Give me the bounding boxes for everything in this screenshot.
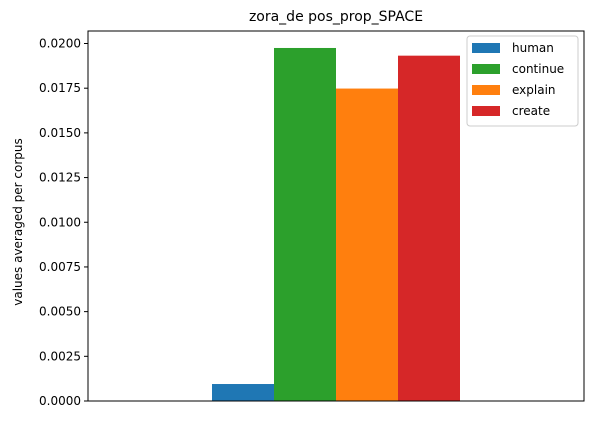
y-axis-ticks: 0.0000 0.0025 0.0050 0.0075 0.0100 0.0125 0.01…	[39, 37, 88, 408]
legend-swatch-continue	[472, 64, 500, 74]
plot-frame	[87, 30, 585, 402]
legend-label-continue: continue	[512, 62, 564, 76]
legend-swatch-explain	[472, 85, 500, 95]
y-tick-label: 0.0075	[39, 260, 81, 274]
y-tick-label: 0.0125	[39, 171, 81, 185]
y-tick-label: 0.0050	[39, 305, 81, 319]
bar-continue	[274, 47, 336, 401]
y-axis-label: values averaged per corpus	[11, 138, 25, 306]
legend-swatch-human	[472, 43, 500, 53]
legend-box	[466, 35, 579, 127]
y-tick-label: 0.0000	[39, 394, 81, 408]
legend-label-explain: explain	[512, 83, 556, 97]
y-tick-label: 0.0150	[39, 126, 81, 140]
legend-swatch-create	[472, 106, 500, 116]
legend-label-create: create	[512, 104, 550, 118]
y-tick-label: 0.0175	[39, 81, 81, 95]
bars	[212, 47, 460, 402]
bar-explain	[336, 88, 398, 402]
y-tick-label: 0.0025	[39, 349, 81, 363]
bar-human	[212, 384, 274, 401]
legend: human continue explain create	[466, 35, 579, 127]
legend-label-human: human	[512, 41, 554, 55]
chart-title: zora_de pos_prop_SPACE	[249, 9, 423, 25]
bar-create	[398, 55, 460, 402]
y-tick-label: 0.0100	[39, 215, 81, 229]
y-tick-label: 0.0200	[39, 37, 81, 51]
